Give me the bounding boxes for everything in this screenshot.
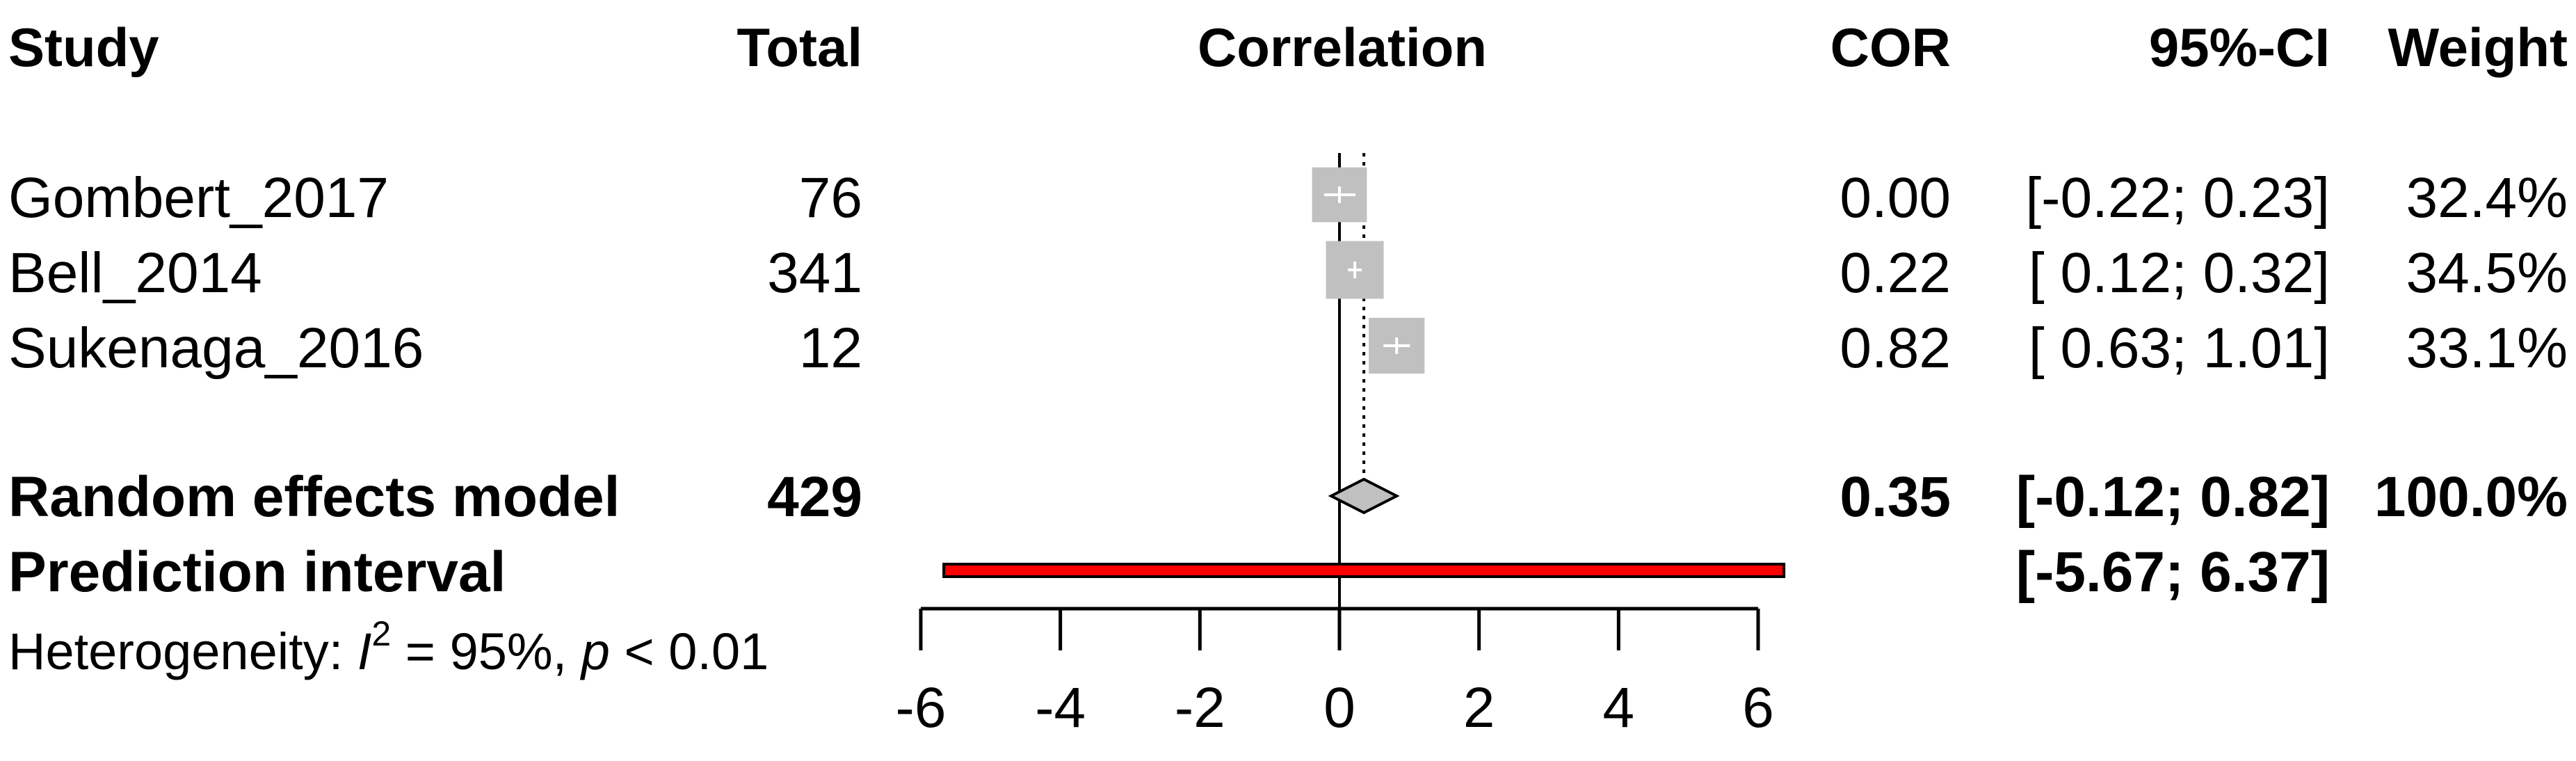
- study-name: Gombert_2017: [8, 166, 389, 230]
- x-axis-tick-label: 2: [1463, 676, 1495, 739]
- study-weight: 32.4%: [2406, 166, 2568, 230]
- study-cor: 0.22: [1840, 241, 1951, 305]
- prediction-interval-bar: [942, 563, 1786, 578]
- prediction-interval-label: Prediction interval: [8, 540, 506, 604]
- study-cor: 0.82: [1840, 317, 1951, 380]
- header-correlation: Correlation: [1198, 17, 1487, 78]
- header-cor: COR: [1830, 17, 1951, 78]
- study-total: 76: [799, 166, 862, 230]
- random-effects-total: 429: [767, 465, 862, 529]
- heterogeneity-text: Heterogeneity: I2 = 95%, p < 0.01: [8, 614, 768, 680]
- study-ci: [ 0.12; 0.32]: [2029, 241, 2330, 305]
- x-axis-tick-label: -4: [1035, 676, 1086, 739]
- random-effects-cor: 0.35: [1840, 465, 1951, 529]
- header-weight: Weight: [2388, 17, 2568, 78]
- header-ci: 95%-CI: [2149, 17, 2330, 78]
- random-effects-weight: 100.0%: [2374, 465, 2568, 529]
- random-effects-diamond: [1328, 477, 1400, 515]
- prediction-interval-ci: [-5.67; 6.37]: [2016, 540, 2330, 604]
- study-name: Sukenaga_2016: [8, 317, 424, 380]
- random-effects-ci: [-0.12; 0.82]: [2016, 465, 2330, 529]
- x-axis-tick-label: 6: [1742, 676, 1774, 739]
- study-ci: [-0.22; 0.23]: [2025, 166, 2330, 230]
- header-total: Total: [736, 17, 862, 78]
- study-weight: 34.5%: [2406, 241, 2568, 305]
- plot-marks: -6 -4 -2 0 2 4 6: [896, 153, 1786, 739]
- study-total: 341: [767, 241, 862, 305]
- study-weight: 33.1%: [2406, 317, 2568, 380]
- x-axis-tick-label: 4: [1603, 676, 1635, 739]
- study-total: 12: [799, 317, 862, 380]
- random-effects-label: Random effects model: [8, 465, 620, 529]
- study-ci: [ 0.63; 1.01]: [2029, 317, 2330, 380]
- study-name: Bell_2014: [8, 241, 262, 305]
- study-cor: 0.00: [1840, 166, 1951, 230]
- header-study: Study: [8, 17, 159, 78]
- x-axis-tick-label: 0: [1323, 676, 1355, 739]
- x-axis-tick-label: -6: [896, 676, 947, 739]
- x-axis-tick-label: -2: [1175, 676, 1225, 739]
